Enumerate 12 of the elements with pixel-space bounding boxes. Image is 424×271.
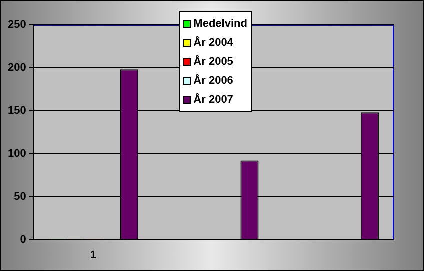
y-tick-label: 150: [8, 104, 26, 117]
x-tick-label: 1: [90, 249, 97, 262]
y-tick-label: 100: [8, 148, 26, 160]
legend-label: Medelvind: [194, 18, 248, 30]
legend-label: År 2005: [194, 56, 234, 68]
y-tick-label: 250: [8, 19, 26, 32]
y-tick-label: 50: [14, 190, 26, 203]
legend-label: År 2007: [194, 94, 234, 106]
legend-label: År 2006: [194, 74, 234, 86]
y-tick-label: 200: [8, 62, 26, 74]
legend-label: År 2004: [194, 36, 234, 48]
y-tick-label: 0: [20, 234, 26, 246]
